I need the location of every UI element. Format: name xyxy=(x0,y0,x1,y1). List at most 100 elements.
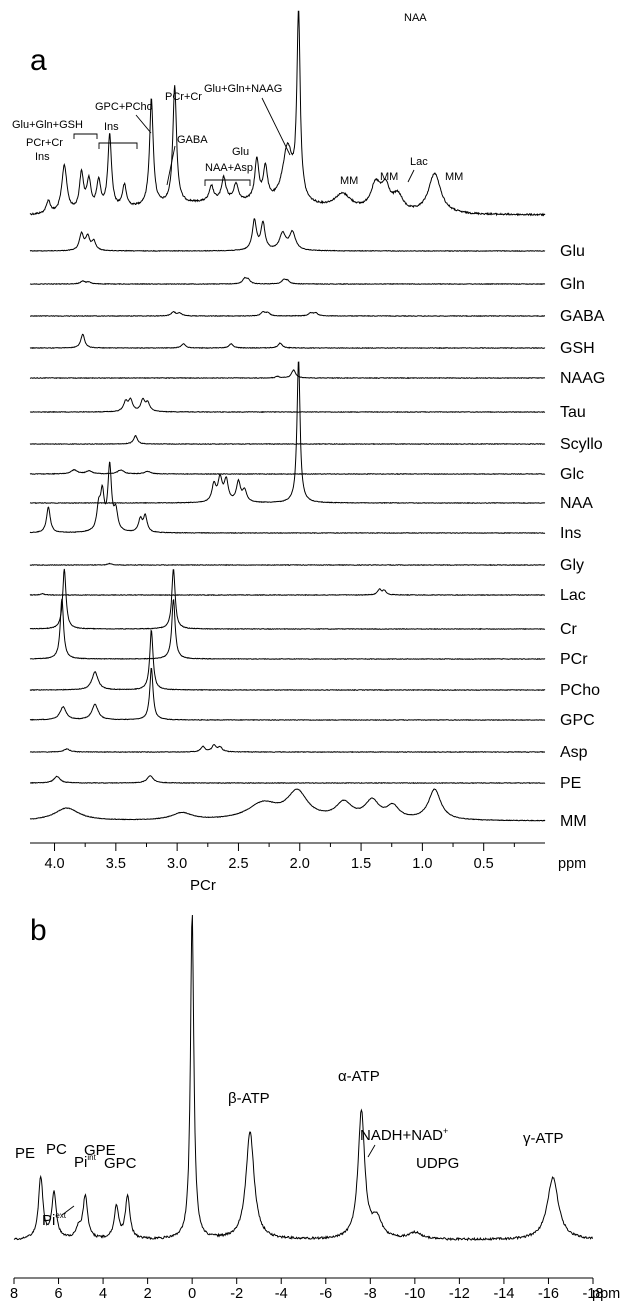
x-tick-label-b: 0 xyxy=(188,1286,196,1302)
trace-label-gaba: GABA xyxy=(560,308,605,325)
annotation-pi-ext-leader xyxy=(61,1205,75,1216)
x-tick-label-a: 1.0 xyxy=(412,856,432,872)
trace-pcho xyxy=(29,629,546,692)
trace-label-gln: Gln xyxy=(560,276,585,293)
trace-label-ins: Ins xyxy=(560,525,581,542)
trace-naa xyxy=(29,361,546,505)
31p-annotations: PCr β-ATP α-ATP NADH+NAD+ γ-ATP PE PC GP… xyxy=(15,877,564,1229)
annotation-glu-gln-naag-leader xyxy=(261,97,291,156)
panel-a-label: a xyxy=(30,44,47,77)
trace-pe xyxy=(30,775,546,785)
annotation-gaba: GABA xyxy=(177,134,208,146)
annotation-lac-leader xyxy=(407,169,415,183)
annotation-ins-bracket: Ins xyxy=(104,121,119,133)
trace-label-asp: Asp xyxy=(560,744,588,761)
x-tick-label-b: 4 xyxy=(99,1286,107,1302)
x-tick-label-a: 2.5 xyxy=(228,856,248,872)
annotation-ins-left: Ins xyxy=(35,151,50,163)
annotation-beta-atp: β-ATP xyxy=(228,1090,270,1107)
annotation-naa-asp: NAA+Asp xyxy=(205,162,253,174)
x-axis-unit-a: ppm xyxy=(558,856,586,872)
x-tick-label-a: 3.5 xyxy=(106,856,126,872)
trace-gly xyxy=(29,562,545,567)
trace-label-pcho: PCho xyxy=(560,682,600,699)
annotation-nadh: NADH+NAD+ xyxy=(360,1126,448,1144)
trace-label-tau: Tau xyxy=(560,404,586,421)
trace-label-naa: NAA xyxy=(560,495,593,512)
trace-label-pe: PE xyxy=(560,775,581,792)
trace-glu xyxy=(29,218,546,253)
x-tick-label-a: 4.0 xyxy=(44,856,64,872)
x-tick-label-a: 2.0 xyxy=(290,856,310,872)
annotation-gaba-leader xyxy=(166,145,176,186)
panel-b-label: b xyxy=(30,914,47,947)
annotation-pcr-cr-mid: PCr+Cr xyxy=(165,91,202,103)
31p-spectrum xyxy=(13,914,594,1242)
annotation-alpha-atp: α-ATP xyxy=(338,1068,380,1085)
trace-tau xyxy=(29,397,546,414)
trace-label-glc: Glc xyxy=(560,466,584,483)
annotation-ins-bracket-line xyxy=(98,142,138,149)
trace-gln xyxy=(29,276,546,286)
trace-label-gpc: GPC xyxy=(560,712,595,729)
component-traces: Glu Gln GABA GSH NAAG Tau Scyllo Glc NAA Ins Gly La… xyxy=(29,218,605,830)
x-tick-label-b: -14 xyxy=(493,1286,514,1302)
annotation-pi-int: Piint xyxy=(74,1153,97,1171)
annotation-gpc-pcho-leader xyxy=(135,114,152,134)
x-tick-label-b: -12 xyxy=(449,1286,470,1302)
annotation-lac: Lac xyxy=(410,156,428,168)
x-tick-label-b: -2 xyxy=(230,1286,243,1302)
annotation-gpe-b: GPE xyxy=(84,1142,116,1159)
annotation-naa-top: NAA xyxy=(404,12,427,24)
trace-label-naag: NAAG xyxy=(560,370,605,387)
x-tick-label-b: 2 xyxy=(144,1286,152,1302)
x-axis-panel-b: 8 6 4 2 0 -2 -4 -6 -8 -10 -12 -14 -16 -18 xyxy=(10,1277,604,1302)
measured-1h-spectrum xyxy=(29,10,546,217)
trace-gaba xyxy=(30,310,545,318)
trace-label-pcr: PCr xyxy=(560,651,588,668)
annotation-mm-2: MM xyxy=(380,171,398,183)
annotation-pcr-cr-left: PCr+Cr xyxy=(26,137,63,149)
annotation-pcr-b: PCr xyxy=(190,877,216,894)
x-tick-label-b: -6 xyxy=(319,1286,332,1302)
annotation-pc-b: PC xyxy=(46,1141,67,1158)
trace-label-lac: Lac xyxy=(560,587,586,604)
x-tick-label-b: 8 xyxy=(10,1286,18,1302)
annotation-pe-b: PE xyxy=(15,1145,35,1162)
panel-a: a NAA Glu+Gln+NAAG PCr+Cr GPC+PCho Glu+G… xyxy=(12,10,605,872)
annotation-glu-gln-gsh-bracket xyxy=(73,133,98,139)
x-tick-label-a: 1.5 xyxy=(351,856,371,872)
x-axis-unit-b: ppm xyxy=(592,1286,620,1302)
trace-lac xyxy=(29,588,546,597)
trace-naag xyxy=(29,369,546,380)
trace-pcr xyxy=(29,598,546,660)
trace-label-gly: Gly xyxy=(560,557,584,574)
annotation-glu-gln-naag: Glu+Gln+NAAG xyxy=(204,83,282,95)
annotation-mm-1: MM xyxy=(340,175,358,187)
annotation-pi-ext: Piext xyxy=(42,1211,67,1229)
x-tick-label-b: 6 xyxy=(54,1286,62,1302)
trace-label-gsh: GSH xyxy=(560,340,595,357)
trace-label-scyllo: Scyllo xyxy=(560,436,603,453)
trace-gsh xyxy=(29,333,546,350)
trace-glc xyxy=(29,468,546,476)
panel-b: b PCr β-ATP α-ATP NADH+NAD+ γ-ATP PE PC … xyxy=(10,877,620,1302)
trace-ins xyxy=(29,461,546,535)
trace-asp xyxy=(29,744,545,754)
x-tick-label-b: -18 xyxy=(583,1286,604,1302)
trace-label-glu: Glu xyxy=(560,243,585,260)
trace-mm xyxy=(29,788,546,822)
annotation-glu-gln-gsh: Glu+Gln+GSH xyxy=(12,119,83,131)
annotation-gpc-b: GPC xyxy=(104,1155,137,1172)
annotation-glu: Glu xyxy=(232,146,249,158)
x-tick-label-a: 3.0 xyxy=(167,856,187,872)
x-tick-label-b: -10 xyxy=(404,1286,425,1302)
x-tick-label-b: -8 xyxy=(364,1286,377,1302)
measured-spectrum-annotations: NAA Glu+Gln+NAAG PCr+Cr GPC+PCho Glu+Gln… xyxy=(12,12,463,187)
x-axis-panel-a: 4.0 3.5 3.0 2.5 2.0 1.5 1.0 0.5 xyxy=(30,842,545,872)
annotation-naa-asp-bracket xyxy=(204,179,251,186)
trace-scyllo xyxy=(29,435,546,446)
x-tick-label-b: -4 xyxy=(275,1286,288,1302)
trace-label-mm: MM xyxy=(560,813,587,830)
